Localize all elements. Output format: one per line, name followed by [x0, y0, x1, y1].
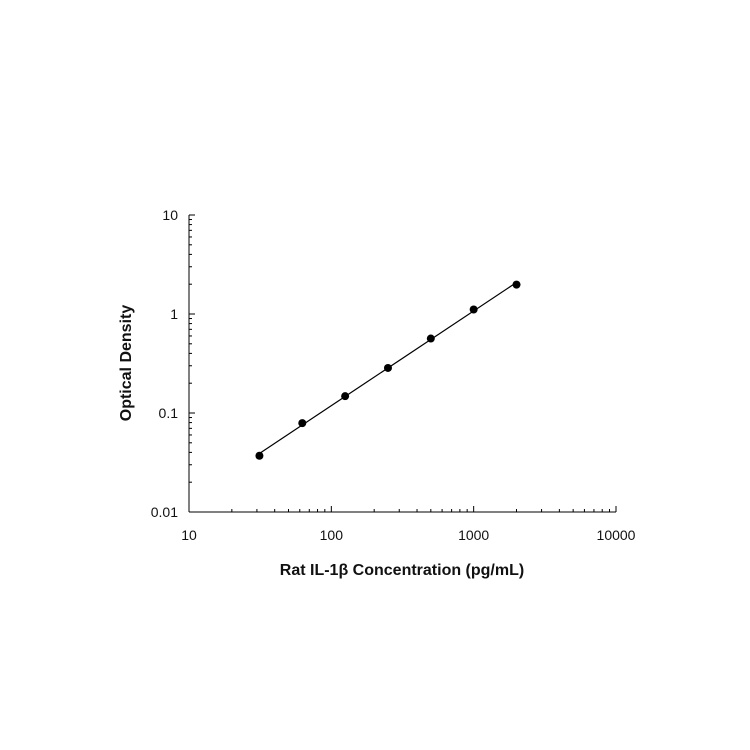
x-axis-ticks [188, 506, 617, 512]
data-point [512, 280, 521, 289]
data-point [255, 451, 264, 460]
data-point [469, 305, 478, 314]
x-tick-label: 10 [181, 527, 197, 543]
data-point [341, 392, 350, 401]
y-tick-label: 1 [170, 306, 178, 322]
x-tick-label: 100 [320, 527, 344, 543]
y-axis-title: Optical Density [118, 305, 135, 422]
data-point [383, 363, 392, 372]
y-tick-label: 0.1 [159, 405, 179, 421]
data-point [426, 334, 435, 343]
axes [188, 215, 616, 513]
x-axis-title: Rat IL-1β Concentration (pg/mL) [280, 562, 524, 579]
x-axis-tick-labels: 10 100 1000 10000 [181, 527, 635, 543]
y-axis-ticks [189, 214, 195, 513]
x-tick-label: 10000 [597, 527, 636, 543]
y-axis-tick-labels: 0.01 0.1 1 10 [151, 207, 178, 520]
x-tick-label: 1000 [458, 527, 489, 543]
data-point [298, 419, 307, 428]
y-tick-label: 0.01 [151, 504, 178, 520]
y-tick-label: 10 [162, 207, 178, 223]
data-points [255, 280, 521, 460]
